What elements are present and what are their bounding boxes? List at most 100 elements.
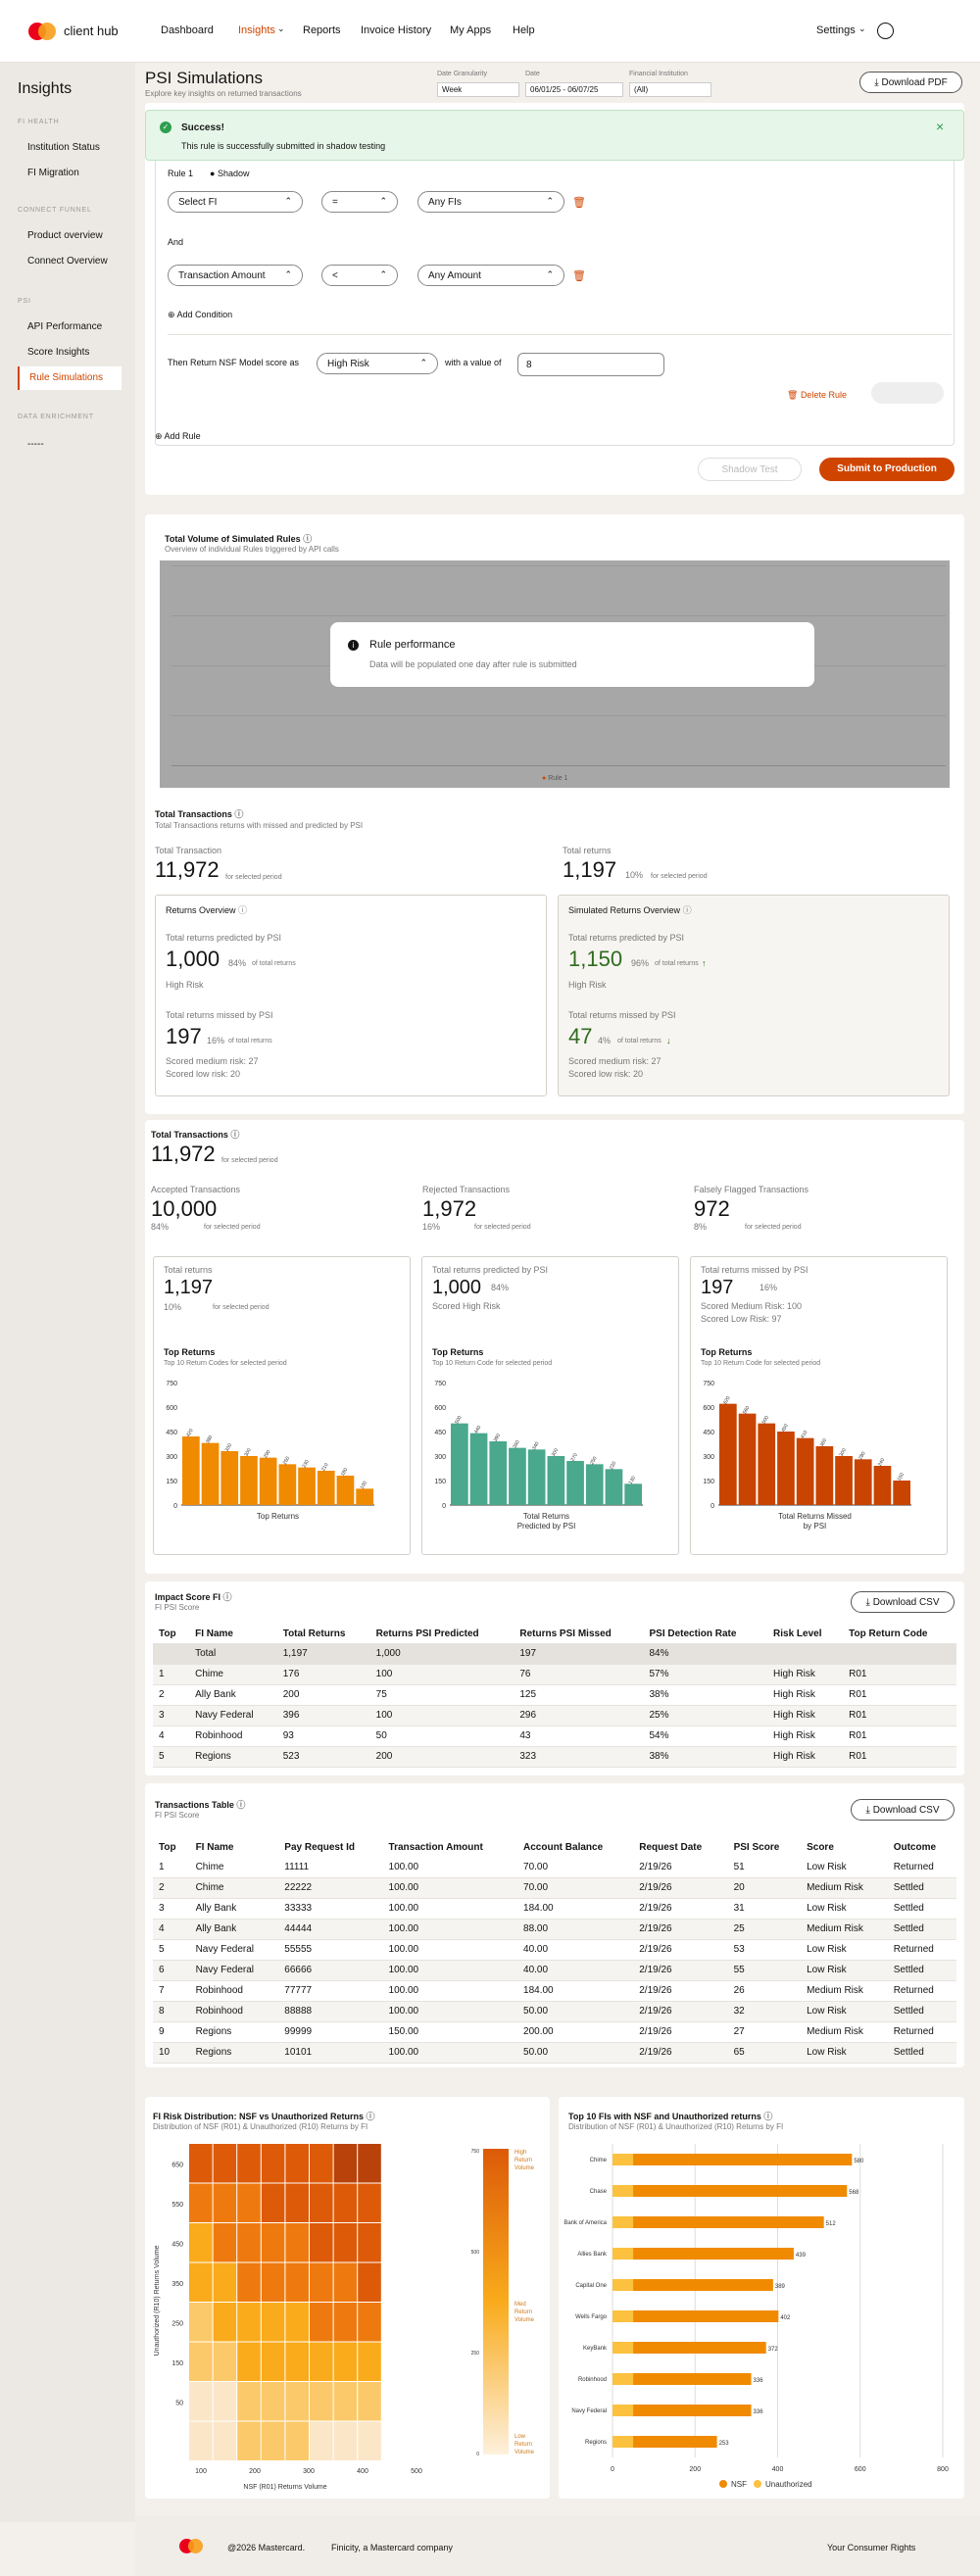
disabled-button[interactable] (871, 382, 944, 404)
y-tick-label: 750 (166, 1381, 177, 1387)
operator-select[interactable]: = (321, 191, 398, 213)
table-row[interactable]: 5 Navy Federal 55555 100.00 40.00 2/19/26 53 Lo… (153, 1939, 956, 1961)
table-row[interactable]: 2 Chime 22222 100.00 70.00 2/19/26 20 Medium Ri… (153, 1877, 956, 1899)
sidebar-item-rule-simulations[interactable]: Rule Simulations (18, 366, 122, 390)
bar-nsf (612, 2279, 634, 2291)
bar-value-label: 130 (628, 1476, 637, 1485)
bar (240, 1456, 258, 1505)
add-condition-link[interactable]: ⊕ Add Condition (168, 310, 233, 319)
heatmap-cell (285, 2262, 309, 2302)
score-select[interactable]: High Risk (317, 353, 438, 374)
column-header[interactable]: FI Name (195, 1628, 233, 1639)
amount-value-select[interactable]: Any Amount (417, 265, 564, 286)
table-row[interactable]: 7 Robinhood 77777 100.00 184.00 2/19/26 26 Medi… (153, 1980, 956, 2002)
fi-select[interactable]: (All) (629, 82, 711, 97)
download-pdf-button[interactable]: ⤓ Download PDF (859, 72, 962, 93)
granularity-select[interactable]: Week (437, 82, 519, 97)
card-pct: 16% (760, 1283, 778, 1292)
column-header[interactable]: Top Return Code (849, 1628, 928, 1639)
column-header[interactable]: Score (807, 1841, 834, 1853)
table-cell: 50.00 (517, 2042, 634, 2064)
add-rule-link[interactable]: ⊕ Add Rule (155, 431, 201, 441)
amount-condition-select[interactable]: Transaction Amount (168, 265, 303, 286)
column-header[interactable]: FI Name (195, 1841, 234, 1853)
column-header[interactable]: Request Date (639, 1841, 703, 1853)
table-cell: 100.00 (382, 1919, 518, 1940)
sidebar-item-score-insights[interactable]: Score Insights (27, 347, 90, 358)
nav-reports[interactable]: Reports (303, 24, 341, 36)
y-tick-label: 150 (434, 1479, 446, 1485)
nav-dashboard[interactable]: Dashboard (161, 24, 214, 36)
table-row[interactable]: 4 Ally Bank 44444 100.00 88.00 2/19/26 25 Mediu… (153, 1919, 956, 1940)
heatmap-cell (310, 2223, 333, 2262)
sidebar-item-api-performance[interactable]: API Performance (27, 321, 103, 332)
column-header[interactable]: Outcome (893, 1841, 937, 1853)
colorbar-label: Med (514, 2302, 526, 2308)
column-header[interactable]: Pay Request Id (284, 1841, 355, 1853)
nav-help[interactable]: Help (513, 24, 535, 36)
column-header[interactable]: Transaction Amount (388, 1841, 483, 1853)
shadow-test-button[interactable]: Shadow Test (698, 458, 802, 481)
column-header[interactable]: PSI Score (733, 1841, 780, 1853)
delete-rule-button[interactable]: 🗑 Delete Rule (787, 390, 847, 400)
close-icon[interactable]: × (936, 119, 945, 134)
table-row[interactable]: 9 Regions 99999 150.00 200.00 2/19/26 27 Medium… (153, 2021, 956, 2043)
table-row[interactable]: 1 Chime 11111 100.00 70.00 2/19/26 51 Low Risk R… (153, 1857, 956, 1878)
heatmap-cell (310, 2303, 333, 2342)
bar (469, 1433, 488, 1505)
table-cell: 3 (153, 1898, 190, 1920)
table-row[interactable]: Total 1,197 1,000 197 84% (153, 1643, 956, 1665)
table-cell: 38% (643, 1684, 768, 1706)
table-row[interactable]: 4 Robinhood 93 50 43 54% High Risk R01 (153, 1725, 956, 1747)
table-cell: Low Risk (801, 2001, 888, 2022)
sidebar-item-institution-status[interactable]: Institution Status (27, 142, 100, 153)
sidebar-item-fi-migration[interactable]: FI Migration (27, 168, 79, 178)
submit-to-production-button[interactable]: Submit to Production (819, 458, 955, 481)
table-cell: Returned (887, 1980, 956, 2002)
date-select[interactable]: 06/01/25 - 06/07/25 (525, 82, 623, 97)
column-header[interactable]: Top (159, 1628, 176, 1639)
table-row[interactable]: 2 Ally Bank 200 75 125 38% High Risk R01 (153, 1684, 956, 1706)
table-cell: 523 (276, 1746, 370, 1768)
operator-select[interactable]: < (321, 265, 398, 286)
table-row[interactable]: 10 Regions 10101 100.00 50.00 2/19/26 65 Low Ri… (153, 2042, 956, 2064)
table-cell: Chime (189, 1857, 279, 1878)
table-row[interactable]: 5 Regions 523 200 323 38% High Risk R01 (153, 1746, 956, 1768)
nav-insights[interactable]: Insights (238, 24, 275, 36)
y-tick-label: 450 (172, 2241, 183, 2248)
settings-menu[interactable]: Settings (816, 24, 856, 36)
sidebar-item-connect-overview[interactable]: Connect Overview (27, 256, 108, 267)
column-header[interactable]: Returns PSI Predicted (375, 1628, 479, 1639)
sidebar-item-product-overview[interactable]: Product overview (27, 230, 103, 241)
table-row[interactable]: 6 Navy Federal 66666 100.00 40.00 2/19/26 55 Lo… (153, 1960, 956, 1981)
value-input[interactable]: 8 (517, 353, 664, 376)
consumer-rights-link[interactable]: Your Consumer Rights (827, 2543, 916, 2552)
top10-title: Top 10 FIs with NSF and Unauthorized ret… (568, 2110, 772, 2122)
table-row[interactable]: 1 Chime 176 100 76 57% High Risk R01 (153, 1664, 956, 1685)
table-row[interactable]: 3 Ally Bank 33333 100.00 184.00 2/19/26 31 Low … (153, 1898, 956, 1920)
column-header[interactable]: PSI Detection Rate (649, 1628, 737, 1639)
column-header[interactable]: Account Balance (523, 1841, 604, 1853)
table-row[interactable]: 8 Robinhood 88888 100.00 50.00 2/19/26 32 Low R… (153, 2001, 956, 2022)
fi-condition-select[interactable]: Select FI (168, 191, 303, 213)
sidebar-item-placeholder[interactable]: ----- (27, 439, 44, 450)
table-cell: 197 (514, 1643, 644, 1665)
fi-value-select[interactable]: Any FIs (417, 191, 564, 213)
column-header[interactable]: Total Returns (282, 1628, 346, 1639)
table-cell: 9 (153, 2021, 190, 2043)
column-header[interactable]: Returns PSI Missed (519, 1628, 612, 1639)
table-cell: 66666 (278, 1960, 383, 1981)
user-avatar-icon[interactable] (877, 23, 894, 39)
table-cell (767, 1643, 844, 1665)
download-csv-button[interactable]: ⤓ Download CSV (851, 1799, 955, 1821)
nav-invoice-history[interactable]: Invoice History (361, 24, 432, 36)
impact-card: Impact Score FI ⓘ FI PSI Score ⤓ Downloa… (145, 1581, 964, 1775)
column-header[interactable]: Risk Level (773, 1628, 822, 1639)
nav-my-apps[interactable]: My Apps (450, 24, 492, 36)
column-header[interactable]: Top (159, 1841, 176, 1853)
trash-icon[interactable]: 🗑 (572, 197, 586, 209)
download-csv-button[interactable]: ⤓ Download CSV (851, 1591, 955, 1613)
table-cell: 176 (276, 1664, 370, 1685)
trash-icon[interactable]: 🗑 (572, 270, 586, 282)
table-row[interactable]: 3 Navy Federal 396 100 296 25% High Risk R01 (153, 1705, 956, 1726)
